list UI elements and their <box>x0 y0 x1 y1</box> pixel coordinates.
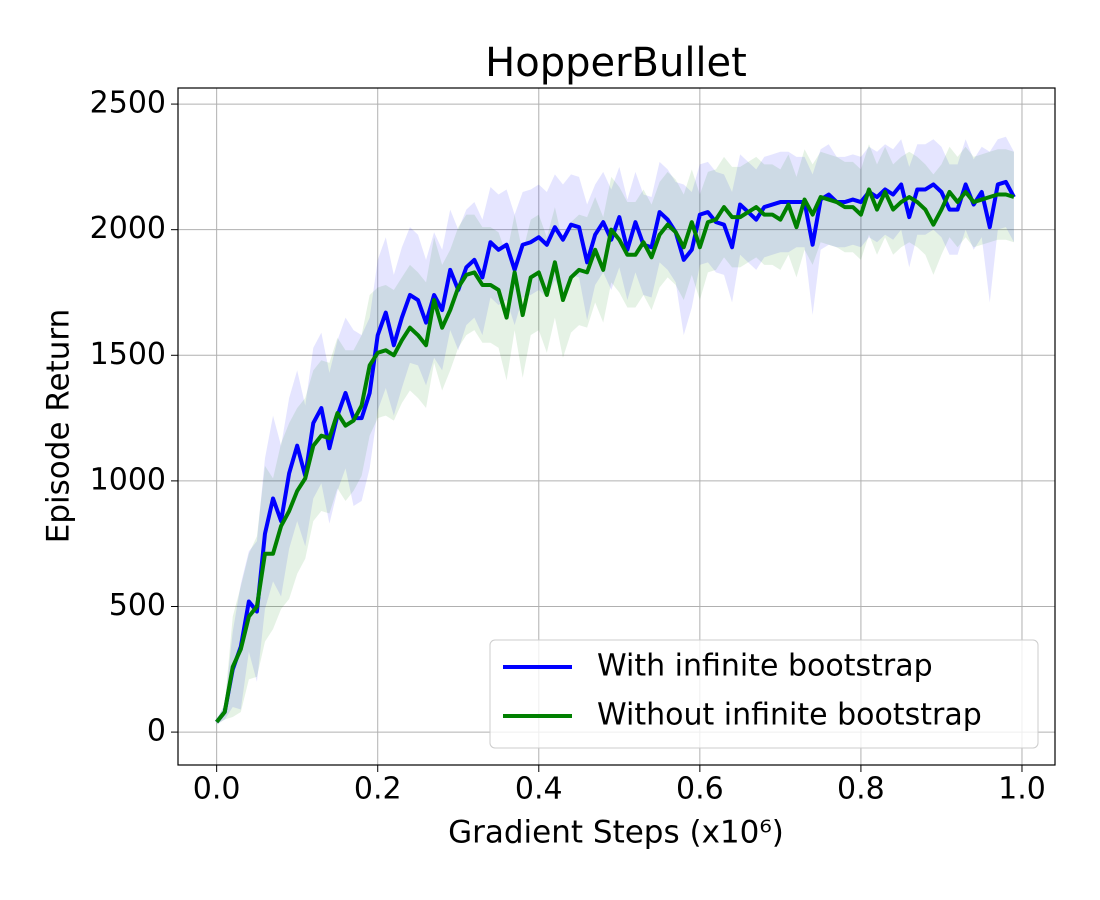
y-axis-label: Episode Return <box>41 309 77 543</box>
legend-label: With infinite bootstrap <box>597 649 933 684</box>
error-band <box>216 144 1014 725</box>
x-axis-label: Gradient Steps (x10⁶) <box>448 815 784 851</box>
plot-area <box>178 88 1055 765</box>
x-tick-label: 0.2 <box>354 772 402 807</box>
y-tick-label: 1000 <box>90 462 166 497</box>
x-tick-label: 0.0 <box>193 772 241 807</box>
legend-box <box>489 639 1039 749</box>
legend-label: Without infinite bootstrap <box>597 698 982 733</box>
y-tick-label: 500 <box>109 588 166 623</box>
y-tick-label: 1500 <box>90 337 166 372</box>
series-line <box>215 179 1016 724</box>
chart-title: HopperBullet <box>485 40 747 86</box>
y-tick-label: 2000 <box>90 211 166 246</box>
x-tick-label: 0.4 <box>515 772 563 807</box>
axes-frame <box>177 87 1056 766</box>
x-tick-label: 0.6 <box>676 772 724 807</box>
y-tick-label: 0 <box>147 714 166 749</box>
error-band <box>216 136 1014 725</box>
series-line <box>215 187 1015 724</box>
x-tick-label: 0.8 <box>837 772 885 807</box>
x-tick-label: 1.0 <box>998 772 1046 807</box>
y-tick-label: 2500 <box>90 86 166 121</box>
